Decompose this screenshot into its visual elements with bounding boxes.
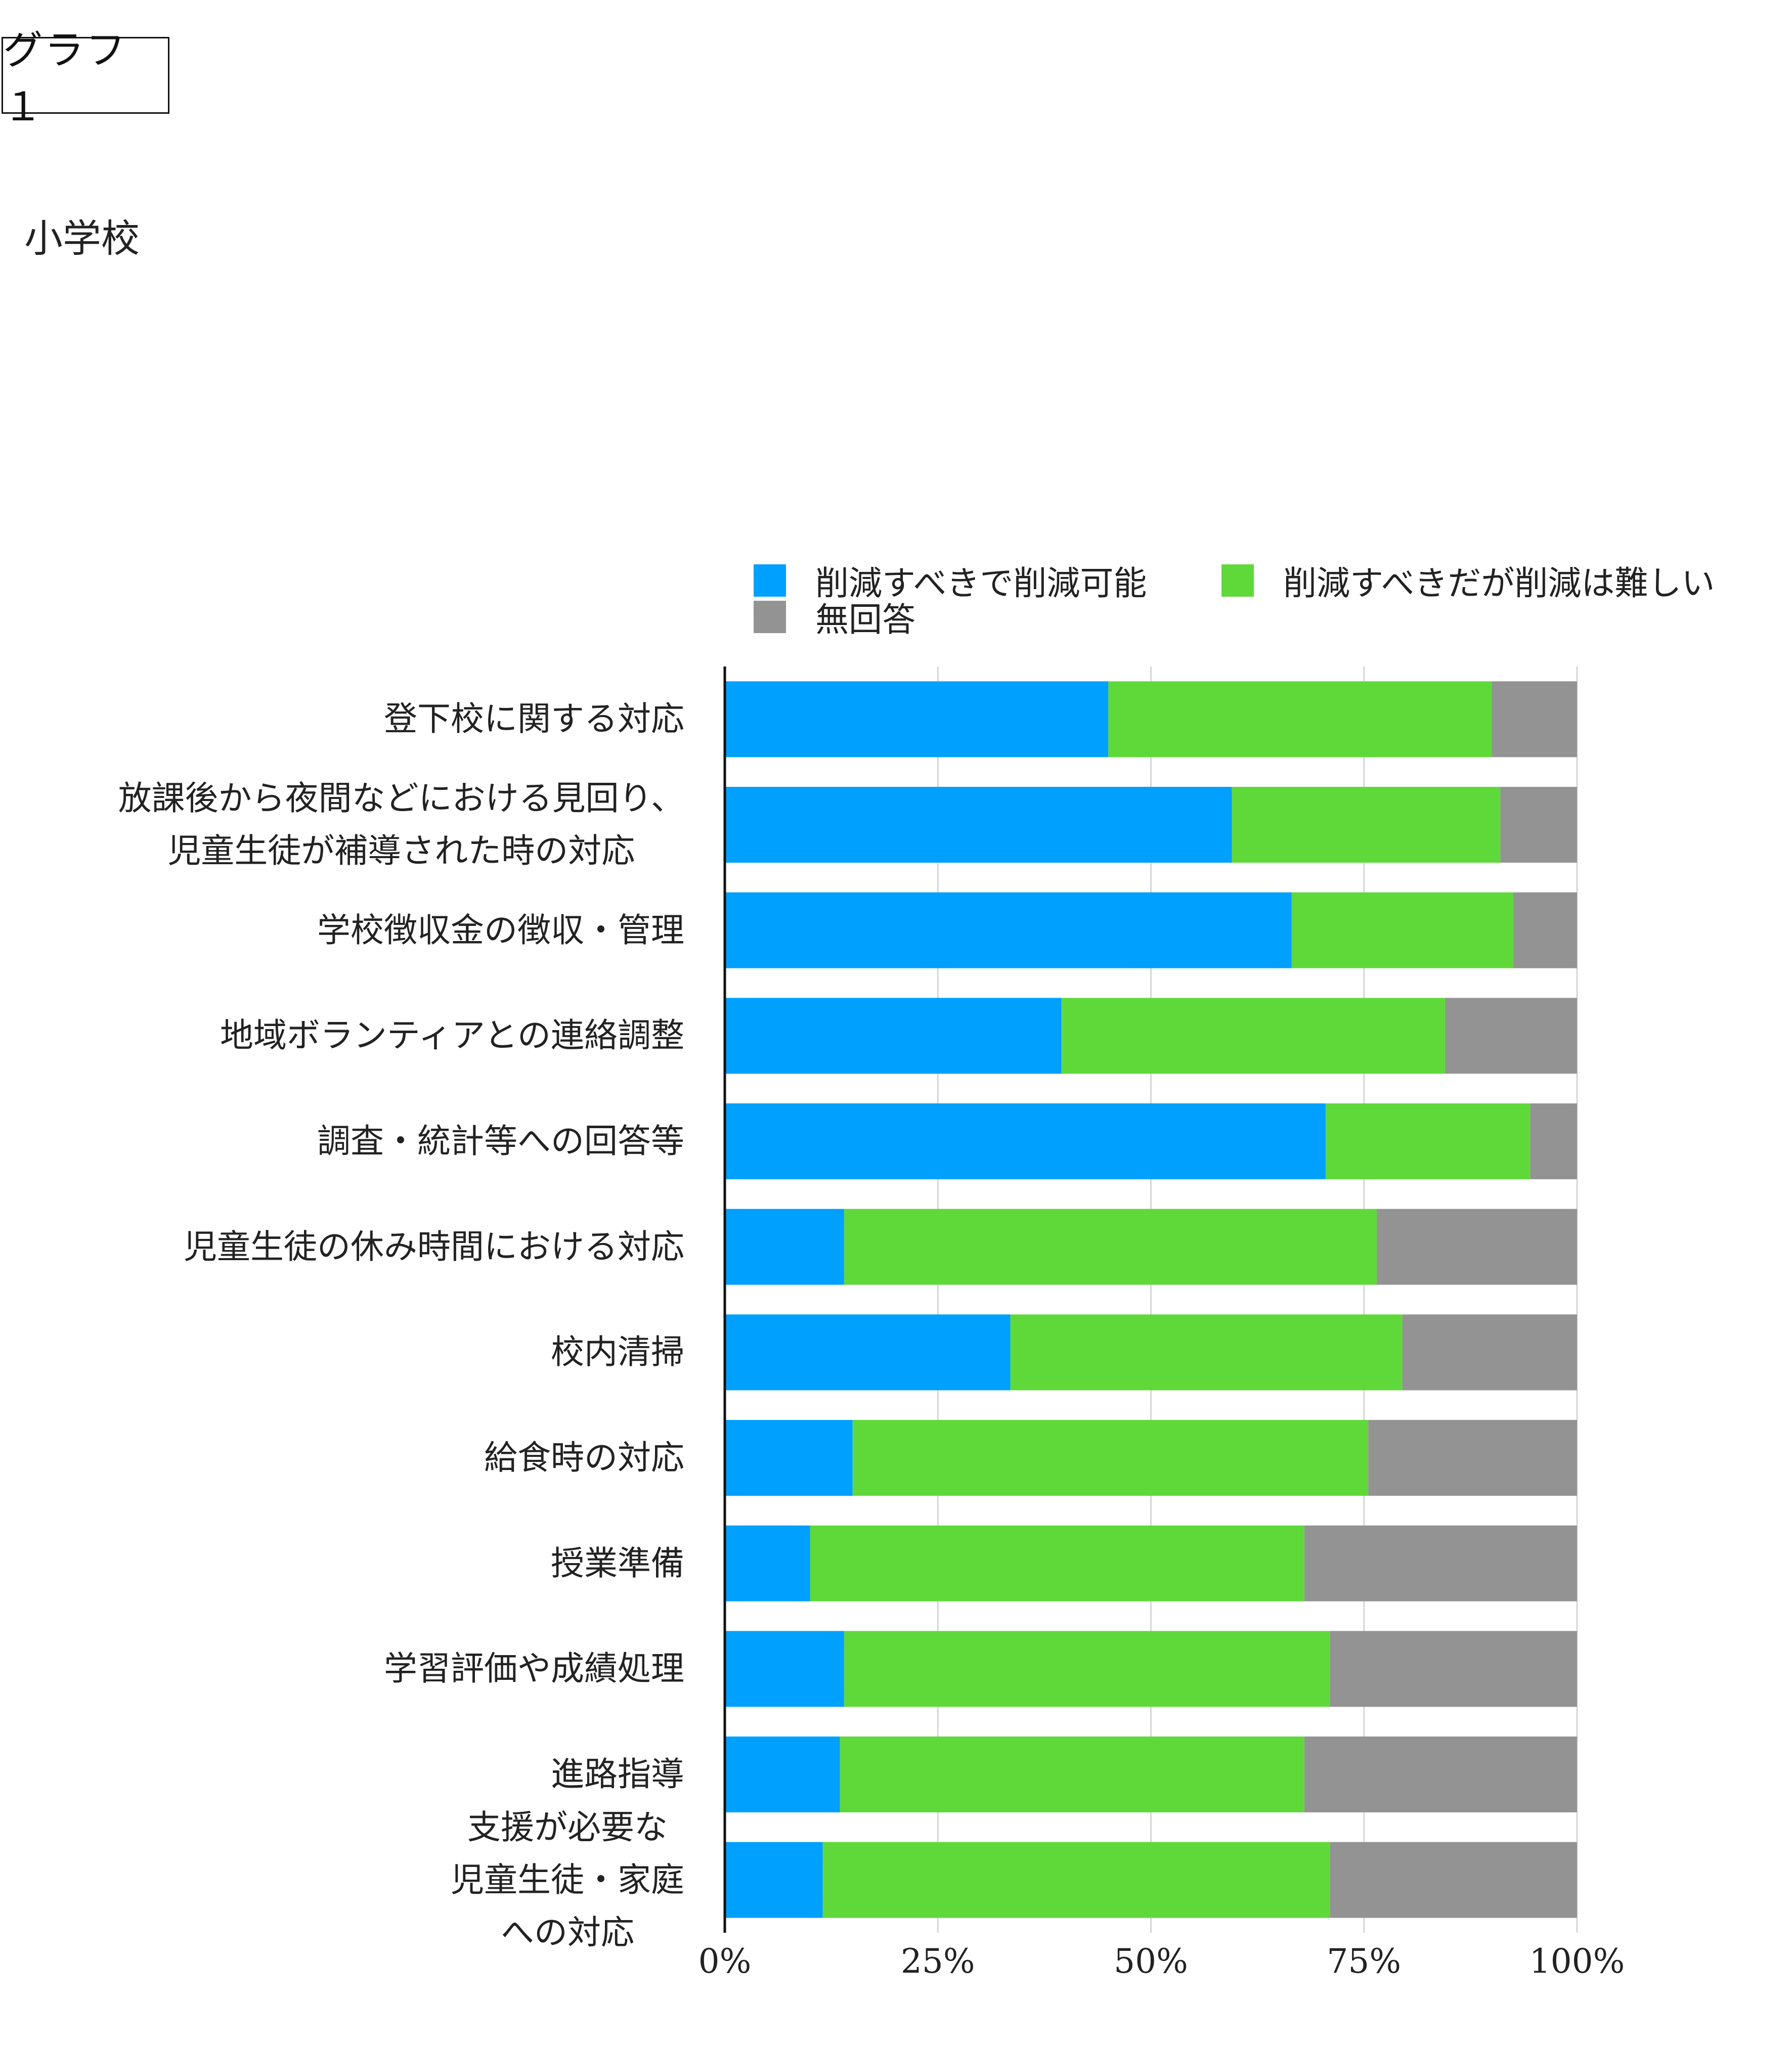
legend-label-reducible: 削減すべきで削減可能: [815, 564, 1147, 603]
legend-swatch-no-answer: [754, 601, 786, 633]
bar-segment: [725, 1737, 840, 1812]
bar-segment: [725, 1631, 844, 1707]
bar-segment: [1500, 787, 1577, 863]
legend-item-no-answer: 無回答: [754, 593, 915, 641]
bar-segment: [1330, 1842, 1577, 1918]
legend-label-no-answer: 無回答: [815, 600, 915, 639]
x-tick-label: 100%: [1529, 1942, 1625, 1981]
bar-segment: [725, 1209, 844, 1285]
bar-segment: [1325, 1103, 1531, 1179]
category-label: 授業準備: [551, 1543, 684, 1583]
bar-segment: [725, 1842, 823, 1918]
bar-segment: [1377, 1209, 1577, 1285]
legend-swatch-reducible: [754, 564, 786, 597]
bar-segment: [1492, 681, 1577, 758]
category-label: 児童生徒の休み時間における対応: [184, 1227, 684, 1266]
bar-segment: [844, 1631, 1330, 1707]
legend-label-difficult: 削減すべきだが削減は難しい: [1283, 564, 1715, 603]
category-label: 給食時の対応: [484, 1438, 684, 1477]
bar-segment: [852, 1420, 1369, 1496]
bar-segment: [1530, 1103, 1577, 1179]
bar-segment: [844, 1209, 1377, 1285]
bar-segment: [725, 1525, 810, 1601]
bar-segment: [1368, 1420, 1577, 1496]
bar-segment: [725, 681, 1109, 758]
bar-segment: [1304, 1525, 1577, 1601]
bar-segment: [725, 998, 1062, 1074]
bar-segment: [1445, 998, 1577, 1074]
category-label: 放課後から夜間などにおける見回り、 児童生徒が補導された時の対応: [118, 779, 684, 870]
bar-segment: [725, 1420, 853, 1496]
category-label: 地域ボランティアとの連絡調整: [220, 1016, 684, 1055]
category-label: 調査・統計等への回答等: [317, 1122, 684, 1161]
bar-segment: [725, 1314, 1011, 1391]
x-tick-label: 50%: [1114, 1942, 1188, 1981]
bar-segment: [810, 1525, 1304, 1601]
category-label: 支援が必要な 児童生徒・家庭 への対応: [451, 1807, 684, 1952]
bar-segment: [1291, 892, 1513, 968]
x-tick-label: 25%: [900, 1942, 975, 1981]
bar-segment: [725, 787, 1232, 863]
bar-segment: [1330, 1631, 1577, 1707]
chart-legend: 削減すべきで削減可能 削減すべきだが削減は難しい 無回答: [754, 556, 1790, 639]
category-label: 学校徴収金の徴収・管理: [317, 910, 684, 950]
bar-segment: [1402, 1314, 1577, 1391]
category-label: 校内清掃: [551, 1332, 684, 1372]
bar-segment: [1108, 681, 1492, 758]
category-label: 登下校に関する対応: [384, 699, 684, 739]
category-label: 学習評価や成績処理: [384, 1649, 684, 1688]
bar-segment: [1304, 1737, 1577, 1812]
legend-item-reducible: 削減すべきで削減可能: [754, 556, 1147, 605]
legend-swatch-difficult: [1221, 564, 1254, 597]
bar-segment: [840, 1737, 1304, 1812]
section-title: 小学校: [24, 216, 140, 261]
x-tick-label: 75%: [1327, 1942, 1402, 1981]
bar-segment: [725, 892, 1292, 968]
category-label: 進路指導: [551, 1755, 684, 1794]
bar-segment: [1010, 1314, 1403, 1391]
bar-segment: [725, 1103, 1326, 1179]
x-tick-label: 0%: [698, 1942, 752, 1981]
bar-segment: [1061, 998, 1445, 1074]
legend-item-difficult: 削減すべきだが削減は難しい: [1221, 556, 1715, 605]
bar-segment: [822, 1842, 1330, 1918]
bar-segment: [1513, 892, 1577, 968]
bar-segment: [1232, 787, 1501, 863]
